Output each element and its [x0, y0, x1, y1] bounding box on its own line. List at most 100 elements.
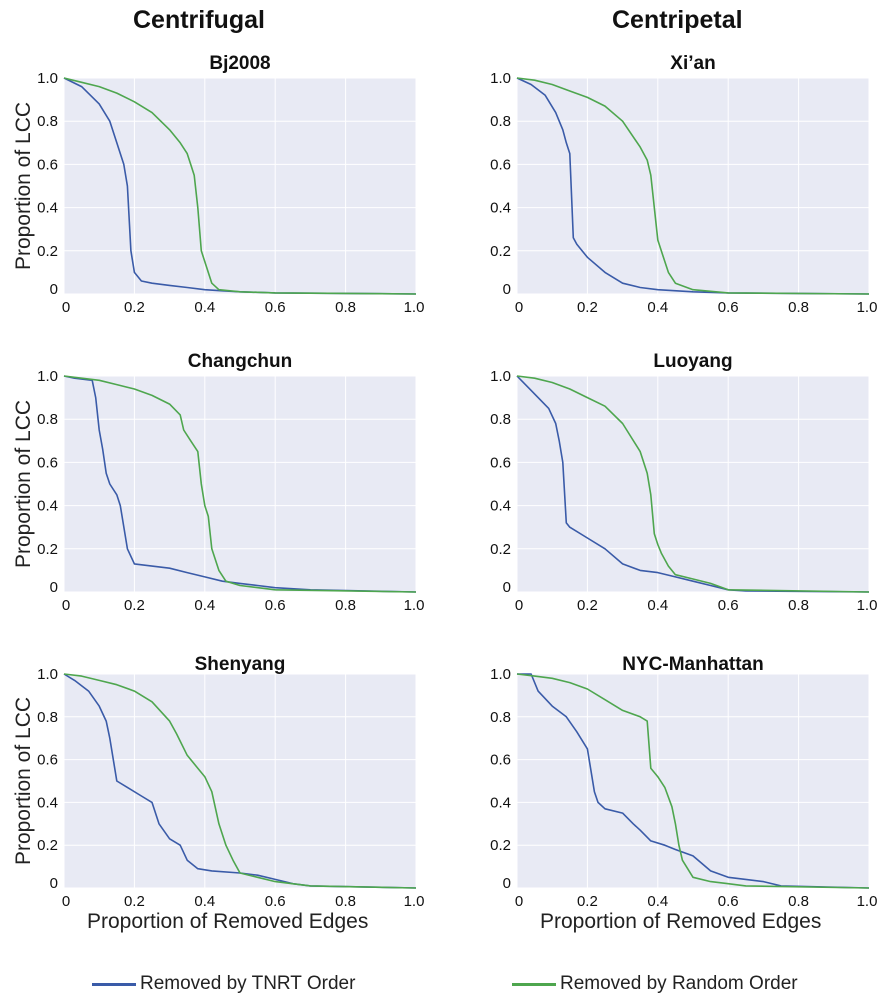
x-tick-label: 0: [515, 893, 523, 910]
series-line-tnrt: [516, 77, 870, 295]
legend-tnrt: Removed by TNRT Order: [92, 972, 355, 996]
y-tick-label: 0.4: [490, 794, 511, 811]
column-title-centrifugal: Centrifugal: [133, 6, 265, 34]
series-line-tnrt: [63, 375, 417, 593]
x-tick-label: 0.6: [265, 299, 286, 316]
x-tick-label: 0.4: [194, 299, 215, 316]
y-tick-label: 0: [50, 579, 58, 596]
legend-tnrt-label: Removed by TNRT Order: [140, 973, 356, 994]
x-tick-label: 0: [515, 299, 523, 316]
y-tick-label: 0.4: [37, 498, 58, 515]
y-tick-label: 0.2: [37, 243, 58, 260]
x-tick-label: 0.2: [577, 597, 598, 614]
panel-title: Luoyang: [653, 351, 732, 372]
y-tick-label: 0.8: [490, 411, 511, 428]
panel-title: Shenyang: [195, 654, 286, 675]
y-axis-label: Proportion of LCC: [12, 697, 35, 865]
y-tick-label: 0.8: [490, 709, 511, 726]
x-tick-label: 1.0: [857, 299, 878, 316]
x-tick-label: 0.4: [647, 299, 668, 316]
panel-5: 0 0.2 0.4 0.6 0.8 1.0 0 0.2 0.4 0.6 0.8 1.0 Shenyang…: [12, 654, 424, 910]
series-line-tnrt: [517, 673, 870, 889]
x-tick-label: 1.0: [404, 893, 425, 910]
x-tick-label: 0.6: [718, 299, 739, 316]
plot-area: [64, 674, 416, 888]
series-line-random: [516, 375, 870, 593]
y-tick-label: 1.0: [490, 368, 511, 385]
y-tick-label: 0.6: [490, 752, 511, 769]
panel-1: 0 0.2 0.4 0.6 0.8 1.0 0 0.2 0.4 0.6 0.8 1.0 Bj2008 Pr…: [12, 53, 424, 316]
x-tick-label: 0.4: [194, 893, 215, 910]
y-tick-label: 0: [50, 281, 58, 298]
legend-tnrt-swatch: [92, 982, 136, 986]
y-tick-label: 0.6: [37, 156, 58, 173]
series-line-random: [63, 673, 417, 889]
legend-random-swatch: [512, 982, 556, 986]
y-tick-label: 0.6: [37, 454, 58, 471]
y-tick-label: 0.6: [490, 454, 511, 471]
y-tick-label: 1.0: [490, 70, 511, 87]
x-tick-label: 0.6: [265, 893, 286, 910]
y-tick-label: 0.8: [37, 411, 58, 428]
panel-2: 0 0.2 0.4 0.6 0.8 1.0 0 0.2 0.4 0.6 0.8 1.0 Xi’an: [490, 53, 877, 316]
y-tick-label: 1.0: [37, 666, 58, 683]
y-tick-label: 0.8: [37, 113, 58, 130]
series-line-tnrt: [516, 375, 870, 593]
y-tick-label: 0: [503, 875, 511, 892]
x-tick-label: 0.6: [718, 597, 739, 614]
panel-title: Bj2008: [209, 53, 270, 74]
y-tick-label: 0.2: [490, 243, 511, 260]
y-axis-label: Proportion of LCC: [12, 400, 35, 568]
plot-area: [64, 78, 416, 294]
xlabel-left: Proportion of Removed Edges: [87, 910, 369, 933]
y-tick-label: 0.6: [490, 156, 511, 173]
y-tick-label: 0.8: [490, 113, 511, 130]
plot-area: [517, 78, 869, 294]
x-tick-label: 0: [62, 597, 70, 614]
x-tick-label: 0: [515, 597, 523, 614]
x-tick-label: 1.0: [857, 597, 878, 614]
y-tick-label: 0.8: [37, 709, 58, 726]
column-title-centripetal: Centripetal: [612, 6, 743, 34]
x-tick-label: 0.2: [577, 893, 598, 910]
y-tick-label: 0: [50, 875, 58, 892]
y-tick-label: 1.0: [37, 70, 58, 87]
y-tick-label: 0.2: [37, 541, 58, 558]
y-tick-label: 0.4: [490, 200, 511, 217]
y-tick-label: 0.4: [37, 794, 58, 811]
x-tick-label: 0.6: [265, 597, 286, 614]
x-tick-label: 0.4: [194, 597, 215, 614]
y-tick-label: 0: [503, 281, 511, 298]
legend-random-label: Removed by Random Order: [560, 973, 798, 994]
y-tick-label: 0: [503, 579, 511, 596]
x-tick-label: 0.2: [124, 597, 145, 614]
xlabel-right: Proportion of Removed Edges: [540, 910, 822, 933]
x-tick-label: 1.0: [404, 299, 425, 316]
series-line-random: [63, 77, 417, 295]
y-tick-label: 0.4: [37, 200, 58, 217]
y-tick-label: 0.2: [37, 837, 58, 854]
panel-title: NYC-Manhattan: [622, 654, 763, 675]
x-tick-label: 0.8: [788, 299, 809, 316]
x-tick-label: 0.8: [788, 893, 809, 910]
x-tick-label: 0.2: [124, 299, 145, 316]
panel-title: Xi’an: [670, 53, 715, 74]
plot-area: [517, 674, 869, 888]
series-line-random: [63, 375, 417, 593]
x-tick-label: 0.8: [335, 893, 356, 910]
y-axis-label: Proportion of LCC: [12, 102, 35, 270]
y-tick-label: 0.4: [490, 498, 511, 515]
series-line-tnrt: [63, 673, 417, 889]
y-tick-label: 1.0: [490, 666, 511, 683]
x-tick-label: 0: [62, 299, 70, 316]
y-tick-label: 0.6: [37, 752, 58, 769]
x-tick-label: 0: [62, 893, 70, 910]
x-tick-label: 0.8: [335, 597, 356, 614]
x-tick-label: 0.8: [788, 597, 809, 614]
x-tick-label: 0.2: [124, 893, 145, 910]
panel-title: Changchun: [188, 351, 293, 372]
x-tick-label: 1.0: [404, 597, 425, 614]
plot-area: [517, 376, 869, 592]
legend-random: Removed by Random Order: [512, 972, 798, 996]
